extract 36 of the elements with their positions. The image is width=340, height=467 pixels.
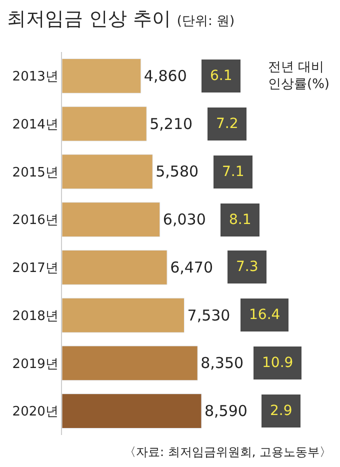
data-label: 5,210 xyxy=(150,114,193,133)
y-tick-label: 2014년 xyxy=(12,117,58,132)
data-label: 8,350 xyxy=(200,354,244,372)
y-tick-label: 2013년 xyxy=(12,69,58,84)
text: 2.9 xyxy=(270,403,292,419)
text: 7.2 xyxy=(216,116,238,132)
bar xyxy=(62,58,142,94)
data-label: 6,470 xyxy=(170,258,214,276)
y-tick-label: 2015년 xyxy=(12,165,58,180)
y-tick-label: 2020년 xyxy=(12,404,58,420)
text: 16.4 xyxy=(249,307,280,323)
data-label: 6,030 xyxy=(162,210,206,229)
chart-title: 최저임금 인상 추이 xyxy=(6,8,171,30)
data-label: 8,590 xyxy=(204,402,248,420)
data-label: 5,580 xyxy=(156,162,199,181)
data-label: 4,860 xyxy=(144,66,187,85)
text: 7.3 xyxy=(236,259,258,275)
text: 10.9 xyxy=(262,355,294,371)
y-tick-label: 2018년 xyxy=(12,308,58,324)
bar xyxy=(62,346,198,381)
text: 7.1 xyxy=(222,164,244,180)
bar xyxy=(62,250,168,285)
y-tick-label: 2016년 xyxy=(12,213,58,228)
bar xyxy=(62,154,153,190)
data-label: 7,530 xyxy=(187,306,230,324)
y-tick-label: 2019년 xyxy=(12,356,58,372)
text: 〈자료: 최저임금위원회, 고용노동부〉 xyxy=(124,445,332,459)
bar xyxy=(62,394,202,429)
bar xyxy=(62,106,147,142)
y-tick-label: 2017년 xyxy=(12,260,58,276)
text: 8.1 xyxy=(229,212,252,228)
bar xyxy=(62,202,160,238)
text: 전년 대비 인상률(%) xyxy=(268,60,330,92)
text: 6.1 xyxy=(210,68,232,84)
bar xyxy=(62,298,185,333)
chart-subtitle: (단위: 원) xyxy=(176,14,235,29)
